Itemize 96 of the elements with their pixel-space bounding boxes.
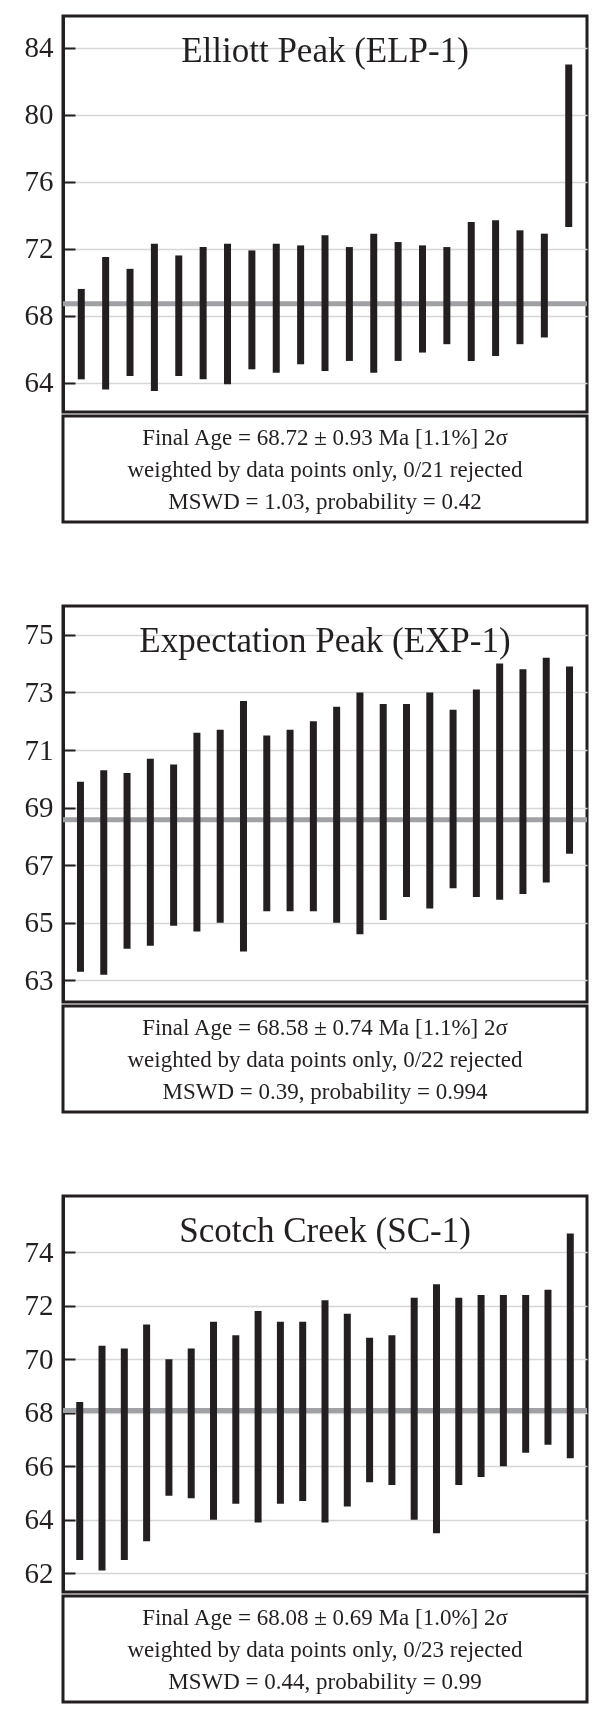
chart-title: Expectation Peak (EXP-1) — [139, 621, 511, 660]
bar — [126, 268, 134, 376]
bar — [193, 732, 201, 932]
bar — [165, 1359, 173, 1496]
bar — [499, 1295, 507, 1467]
bar — [297, 245, 305, 365]
y-tick-label: 73 — [24, 675, 54, 708]
bar — [321, 235, 329, 371]
bar — [522, 1295, 530, 1453]
bar — [410, 1297, 418, 1520]
bar — [566, 1233, 574, 1459]
bar — [449, 709, 457, 889]
bar — [394, 242, 402, 361]
bar — [299, 1321, 307, 1502]
bar — [175, 255, 183, 376]
text: Final Age = 68.72 ± 0.93 Ma [1.1%] 2σ — [142, 425, 509, 450]
bar — [150, 243, 158, 392]
bar — [544, 1289, 552, 1445]
bar — [477, 1295, 485, 1477]
bar — [98, 1345, 106, 1571]
y-tick-label: 68 — [24, 299, 54, 332]
bar — [403, 703, 411, 897]
y-tick-label: 64 — [24, 366, 54, 399]
bar — [239, 701, 247, 952]
bar — [565, 64, 573, 227]
bar — [455, 1297, 463, 1485]
bar — [224, 243, 232, 385]
bar — [432, 1284, 440, 1534]
bar — [120, 1348, 128, 1560]
y-tick-label: 71 — [24, 733, 54, 766]
bar — [426, 692, 434, 909]
y-tick-label: 65 — [24, 906, 54, 939]
bar — [333, 706, 341, 923]
text: weighted by data points only, 0/21 rejected — [127, 457, 524, 482]
y-tick-label: 70 — [24, 1342, 54, 1375]
bar — [366, 1337, 374, 1483]
y-tick-label: 63 — [24, 963, 54, 996]
text: weighted by data points only, 0/22 rejected — [127, 1047, 524, 1072]
y-tick-label: 64 — [24, 1503, 54, 1536]
bar — [146, 758, 154, 946]
bar — [100, 770, 108, 975]
y-tick-label: 80 — [24, 98, 54, 131]
bar — [542, 657, 550, 883]
bar — [199, 247, 207, 380]
y-tick-label: 75 — [24, 618, 54, 651]
bar — [472, 689, 480, 897]
bar — [418, 245, 426, 353]
bar — [566, 666, 574, 854]
bar — [77, 288, 85, 380]
bar — [370, 233, 378, 373]
bar — [356, 692, 364, 935]
y-tick-label: 76 — [24, 165, 54, 198]
bar — [519, 669, 527, 894]
y-tick-label: 67 — [24, 848, 54, 881]
bar — [496, 663, 504, 900]
bar — [232, 1335, 240, 1504]
bar — [216, 729, 224, 923]
bar — [388, 1335, 396, 1485]
text: MSWD = 0.44, probability = 0.99 — [168, 1669, 482, 1694]
y-tick-label: 74 — [24, 1235, 54, 1268]
bar — [443, 247, 451, 345]
bar — [187, 1348, 195, 1499]
text: weighted by data points only, 0/23 rejected — [127, 1637, 524, 1662]
bar — [379, 703, 387, 920]
bar — [263, 735, 271, 912]
bar — [492, 220, 500, 356]
bar — [516, 230, 524, 345]
bar — [321, 1300, 329, 1523]
bar — [276, 1321, 284, 1504]
y-tick-label: 68 — [24, 1396, 54, 1429]
text: Final Age = 68.58 ± 0.74 Ma [1.1%] 2σ — [142, 1015, 509, 1040]
chart-title: Scotch Creek (SC-1) — [179, 1211, 471, 1250]
chart-title: Elliott Peak (ELP-1) — [181, 31, 469, 70]
text: MSWD = 1.03, probability = 0.42 — [168, 489, 482, 514]
bar — [286, 729, 294, 912]
bar — [272, 243, 280, 373]
y-tick-label: 72 — [24, 232, 54, 265]
bar — [254, 1311, 262, 1523]
y-tick-label: 66 — [24, 1449, 54, 1482]
text: Final Age = 68.08 ± 0.69 Ma [1.0%] 2σ — [142, 1605, 509, 1630]
bar — [143, 1324, 151, 1542]
bar — [309, 721, 317, 912]
bar — [248, 250, 256, 370]
bar — [345, 247, 353, 361]
bar — [123, 773, 131, 949]
y-tick-label: 62 — [24, 1556, 54, 1589]
bar — [102, 257, 110, 390]
bar — [467, 221, 475, 361]
bar — [540, 233, 548, 338]
bar — [210, 1321, 218, 1520]
text: MSWD = 0.39, probability = 0.994 — [162, 1079, 488, 1104]
bar — [343, 1313, 351, 1507]
bar — [170, 764, 178, 926]
y-tick-label: 69 — [24, 791, 54, 824]
y-tick-label: 84 — [24, 31, 54, 64]
y-tick-label: 72 — [24, 1289, 54, 1322]
